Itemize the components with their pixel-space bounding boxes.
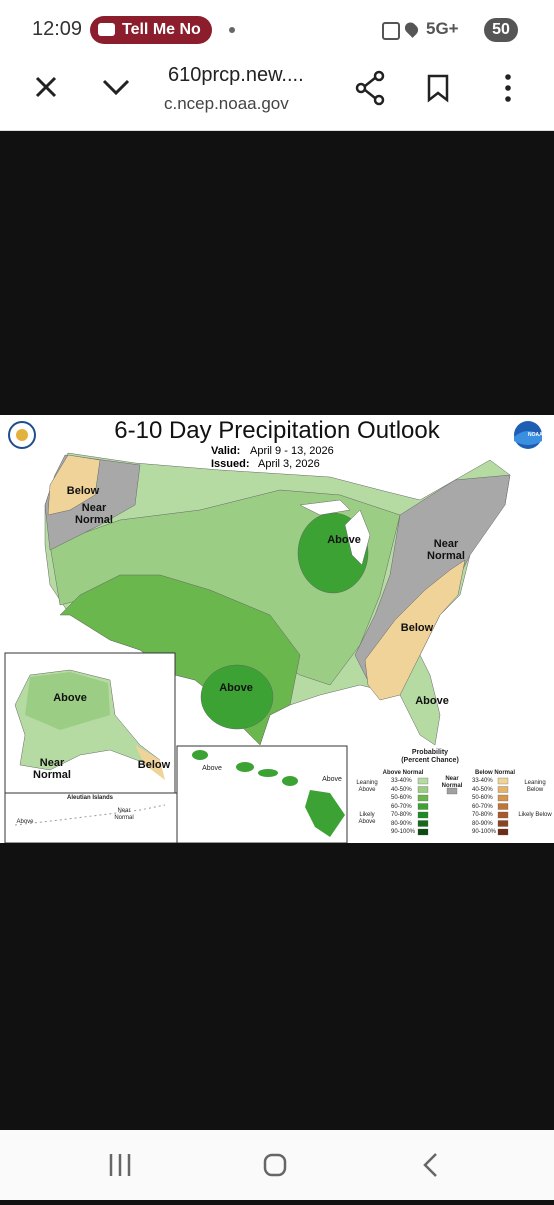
battery: 50: [484, 18, 518, 42]
legend-leaning-above: Leaning Above: [356, 780, 378, 793]
issued-date: April 3, 2026: [258, 458, 320, 470]
legend-swatch: [497, 786, 509, 793]
share-button[interactable]: [355, 70, 385, 106]
nav-icons: [109, 1153, 437, 1177]
legend-range: 33-40%: [472, 778, 493, 784]
toolbar-icons: [35, 70, 511, 106]
legend-likely-above: Likely Above: [358, 812, 376, 825]
close-button[interactable]: [35, 76, 57, 98]
region-label: Above: [327, 534, 361, 546]
bookmark-button[interactable]: [427, 74, 449, 103]
region-label: Above: [415, 695, 449, 707]
status-bar: 12:09 Tell Me No 5G+ 50: [0, 0, 554, 60]
location-icon: [402, 20, 421, 38]
legend-range: 40-50%: [472, 786, 493, 793]
legend-subtitle: (Percent Chance): [401, 757, 459, 764]
legend-range: 70-80%: [391, 812, 412, 818]
legend-swatch: [417, 786, 429, 793]
hawaii-label: Above: [202, 765, 222, 772]
expand-button[interactable]: [102, 79, 130, 96]
page-title: 610prcp.new....: [168, 64, 304, 86]
valid-label: Valid:: [211, 445, 241, 457]
hawaii-label: Above: [322, 776, 342, 783]
clock: 12:09: [32, 18, 83, 40]
page-url: c.ncep.noaa.gov: [164, 94, 289, 113]
menu-button[interactable]: [505, 74, 511, 102]
browser-bar: 610prcp.new.... c.ncep.noaa.gov: [0, 60, 554, 131]
hawaii: [192, 750, 345, 837]
legend-range: 90-100%: [391, 829, 416, 835]
aleutian-box: [4, 792, 178, 843]
legend-range: 40-50%: [391, 786, 412, 793]
region-label: Below: [66, 485, 100, 497]
region-label: Near Normal: [427, 538, 465, 562]
us-map: [44, 452, 511, 746]
legend-leaning-below: Leaning Below: [524, 780, 546, 793]
alaska-label: Below: [137, 759, 171, 771]
legend-likely-below: Likely Below: [518, 812, 552, 818]
aleutian-label: Above: [16, 819, 34, 825]
home-button[interactable]: [263, 1153, 287, 1177]
legend-range: 90-100%: [472, 829, 497, 835]
legend-above-header: Above Normal: [382, 770, 424, 776]
alaska-label: Above: [53, 692, 87, 704]
legend-swatch: [497, 820, 509, 827]
dot: [229, 27, 235, 33]
back-button[interactable]: [423, 1153, 437, 1177]
aleutian-islands: [14, 804, 166, 826]
legend-near-swatch: [446, 787, 458, 795]
legend-range: 33-40%: [391, 778, 412, 784]
legend-below-header: Below Normal: [474, 770, 515, 776]
notification-text: Tell Me No: [122, 21, 201, 38]
region-label: Below: [400, 622, 434, 634]
legend-range: 50-60%: [472, 795, 493, 801]
legend-swatch: [417, 803, 429, 810]
legend-range: 60-70%: [472, 803, 493, 810]
aleutian-title: Aleutian Islands: [66, 795, 113, 801]
legend-swatch: [417, 820, 429, 827]
aleutian-label: Near Normal: [114, 808, 134, 821]
legend-range: 70-80%: [472, 812, 493, 818]
legend-swatch: [497, 803, 509, 810]
recents-button[interactable]: [109, 1154, 131, 1176]
outlook-map: 6-10 Day Precipitation Outlook NOAA Vali…: [0, 415, 554, 843]
legend-range: 80-90%: [391, 820, 412, 827]
noaa-text: NOAA: [528, 432, 543, 438]
alaska-label: Near Normal: [33, 757, 71, 781]
notification-chip[interactable]: Tell Me No: [90, 16, 212, 44]
nav-bar: [0, 1130, 554, 1200]
map-graphic: [4, 421, 542, 843]
issued-label: Issued:: [211, 458, 250, 470]
alaska-above: [25, 672, 110, 730]
valid-dates: April 9 - 13, 2026: [250, 445, 334, 457]
legend-title: Probability: [411, 749, 449, 756]
map-title: 6-10 Day Precipitation Outlook: [114, 417, 440, 444]
legend-swatch: [497, 777, 509, 785]
noaa-logo: [514, 421, 542, 449]
region-label: Near Normal: [75, 502, 113, 526]
region-label: Above: [219, 682, 253, 694]
legend-swatch: [417, 777, 429, 785]
alaska-below: [135, 745, 165, 780]
legend-swatch: [417, 811, 429, 819]
legend-swatch: [497, 794, 509, 802]
youtube-icon: [98, 23, 115, 36]
legend-swatch: [417, 794, 429, 802]
mute-icon: [382, 22, 400, 40]
legend-swatches: [417, 777, 509, 836]
legend-range: 60-70%: [391, 803, 412, 810]
legend-range: 80-90%: [472, 820, 493, 827]
legend-near-header: Near Normal: [441, 776, 463, 789]
legend-swatch: [497, 811, 509, 819]
legend-swatch: [417, 828, 429, 836]
dept-seal: [8, 421, 36, 449]
network: 5G+: [426, 19, 459, 38]
legend-range: 50-60%: [391, 795, 412, 801]
legend-swatch: [497, 828, 509, 836]
